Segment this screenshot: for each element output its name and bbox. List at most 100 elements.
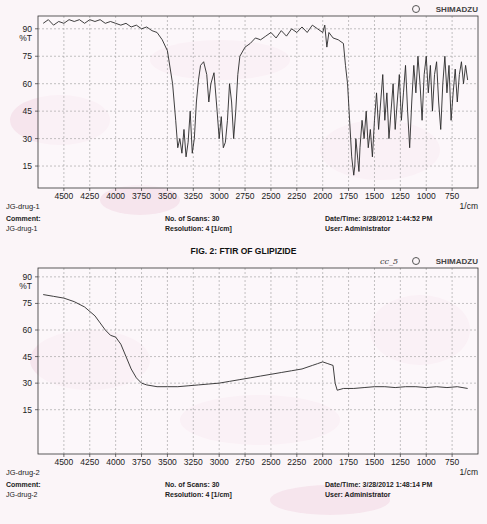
grid-line-x [426,16,427,188]
tick-y [35,276,38,277]
tick-label-x: 4000 [106,457,125,467]
brand-name: SHIMADZU [436,257,478,266]
grid-line-y [38,28,478,29]
logo-mark [413,6,420,13]
tick-label-x: 1750 [339,191,358,201]
grid-line-x [219,268,220,454]
tick-y [35,111,38,112]
tick-y [35,409,38,410]
tick-label-x: 3250 [184,191,203,201]
tick-label-x: 2250 [287,191,306,201]
handwritten-note: cc_5 [380,257,398,266]
tick-y [35,383,38,384]
grid-line-y [38,330,478,331]
paper-stain [270,485,390,515]
grid-line-x [245,16,246,188]
grid-line-x [193,268,194,454]
grid-line-x [270,16,271,188]
grid-line-x [426,268,427,454]
tick-y [35,303,38,304]
footer-comment: Comment: [6,215,41,222]
footer-comment-text: JG-drug-2 [6,491,38,499]
footer-scans: No. of Scans: 30 [165,481,220,488]
tick-label-x: 750 [445,457,459,467]
tick-label-x: 750 [445,191,459,201]
axis-title-y: %T [19,33,32,43]
tick-label-x: 3750 [132,457,151,467]
tick-label-x: 2750 [236,191,255,201]
grid-line-x [296,16,297,188]
tick-y [35,56,38,57]
tick-label-y: 60 [23,79,33,89]
data-group [43,295,467,391]
grid-line-x [270,268,271,454]
grid-line-y [38,138,478,139]
data-group [43,20,467,176]
grid-line-x [322,268,323,454]
footer-resolution: Resolution: 4 [1/cm] [165,491,232,499]
tick-label-x: 4500 [54,191,73,201]
grid-line-x [89,268,90,454]
brand-logo: SHIMADZU [413,5,479,14]
grid-line-x [245,268,246,454]
tick-label-x: 1000 [417,457,436,467]
tick-y [35,138,38,139]
grid-line-x [167,268,168,454]
grid-line-x [167,16,168,188]
tick-label-x: 3250 [184,457,203,467]
footer-datetime: Date/Time: 3/28/2012 1:48:14 PM [325,481,432,488]
tick-label-x: 2000 [313,191,332,201]
tick-label-x: 1500 [365,457,384,467]
tick-label-x: 1000 [417,191,436,201]
grid-line-x [400,268,401,454]
grid-line-x [296,268,297,454]
tick-label-x: 1250 [391,191,410,201]
tick-label-y: 30 [23,378,33,388]
tick-label-x: 2000 [313,457,332,467]
tick-label-y: 60 [23,325,33,335]
background [0,0,487,524]
tick-y [35,356,38,357]
tick-label-x: 3000 [210,191,229,201]
sample-name: JG-drug-2 [6,468,40,477]
tick-label-x: 3500 [158,191,177,201]
plot-frame [38,16,478,188]
tick-label-x: 4000 [106,191,125,201]
grid-line-x [141,16,142,188]
grid-line-x [115,16,116,188]
grid-line-x [322,16,323,188]
grid-line-x [219,16,220,188]
grid-line-y [38,166,478,167]
brand-logo: SHIMADZU [413,257,479,266]
logo-mark [413,258,420,265]
spectrum-panel: 4500425040003750350032503000275025002250… [6,257,478,499]
paper-stain [100,185,180,215]
spectrum-line [43,295,467,391]
grid-line-x [115,268,116,454]
tick-y [35,330,38,331]
sample-name: JG-drug-1 [6,202,40,211]
tick-label-y: 15 [23,405,33,415]
grid-line-x [348,268,349,454]
tick-label-x: 2750 [236,457,255,467]
grid-line-x [452,268,453,454]
plot-frame [38,268,478,454]
footer-comment-text: JG-drug-1 [6,225,38,233]
tick-label-x: 2500 [261,191,280,201]
grid-line-x [374,16,375,188]
tick-label-x: 1750 [339,457,358,467]
tick-y [35,28,38,29]
tick-label-x: 2500 [261,457,280,467]
tick-label-x: 3750 [132,191,151,201]
tick-y [35,83,38,84]
tick-label-y: 15 [23,161,33,171]
grid-line-y [38,383,478,384]
grid-line-y [38,56,478,57]
footer-comment: Comment: [6,481,41,488]
plot-area [38,268,478,454]
grid-line-x [374,268,375,454]
figure-caption: FIG. 2: FTIR OF GLIPIZIDE [191,246,297,256]
tick-label-y: 30 [23,134,33,144]
grid-line-y [38,303,478,304]
brand-name: SHIMADZU [436,5,478,14]
